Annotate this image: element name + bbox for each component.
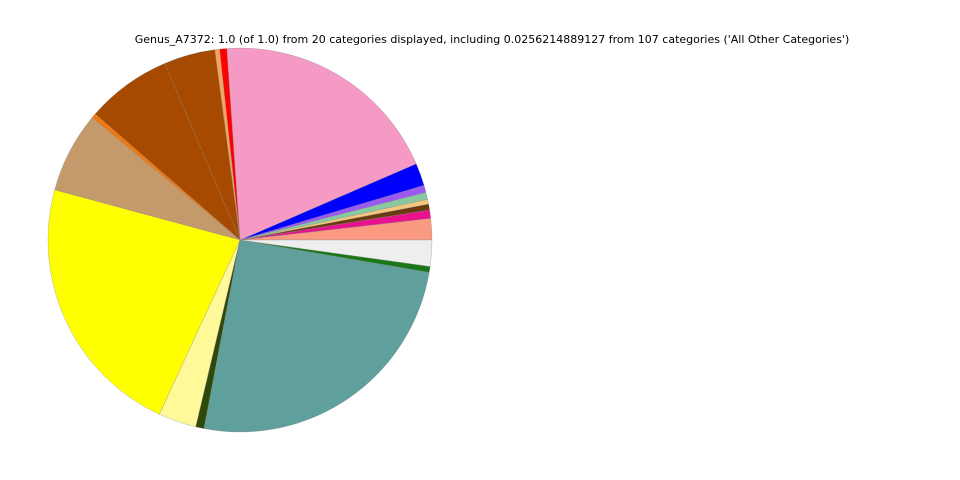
pie-slice xyxy=(47,189,241,415)
pie-slice xyxy=(239,239,433,267)
pie-slice xyxy=(203,239,430,433)
chart-title: Genus_A7372: 1.0 (of 1.0) from 20 catego… xyxy=(135,33,850,46)
pie-slice xyxy=(226,47,417,241)
